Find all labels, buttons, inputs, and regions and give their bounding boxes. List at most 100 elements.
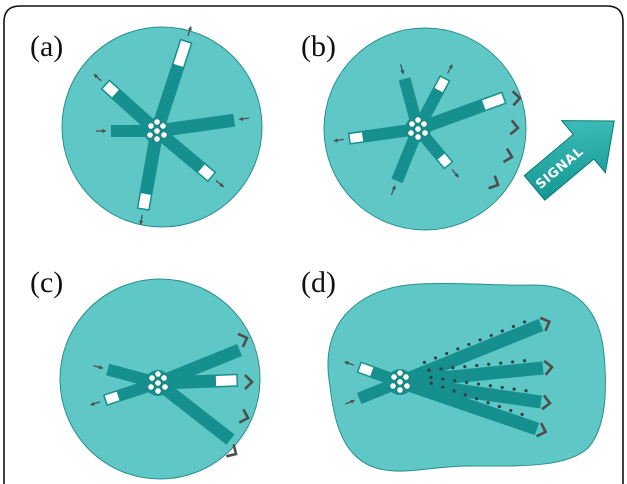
tubule-b-4-cap (349, 132, 364, 143)
tubule-c-1 (106, 363, 152, 387)
cap-protein (500, 329, 504, 333)
cap-protein (475, 363, 479, 368)
figure-border (3, 5, 624, 484)
centrosome-d-dot (396, 386, 404, 394)
tubule-a-6-arrow-head (139, 220, 144, 225)
cap-protein (427, 368, 431, 372)
centrosome-a-dot (153, 135, 161, 143)
tubule-a-5-arrow-head (219, 182, 224, 187)
cap-protein (475, 397, 479, 401)
signal-receptor-d-4 (536, 422, 548, 438)
cap-protein (510, 360, 515, 364)
cap-protein (476, 382, 481, 386)
tubule-d-2-arrow-head (350, 399, 355, 404)
centrosome-d-dot (390, 373, 398, 381)
tubule-a-6-cap (138, 193, 151, 210)
centrosome-d-dot (396, 378, 404, 386)
signal-arrow-body (523, 120, 615, 201)
centrosome-c-dot (154, 370, 162, 378)
cap-protein (451, 366, 455, 370)
tubule-b-2-cap (434, 77, 449, 93)
tubule-c-5 (160, 382, 235, 445)
tubule-b-1-arrow-head (400, 69, 405, 74)
centrosome-a-dot (160, 131, 168, 139)
signal-receptor-b-4 (488, 175, 500, 190)
centrosome-a-dot (153, 127, 161, 135)
cap-protein (497, 404, 502, 409)
signal-receptor-d-2 (543, 359, 554, 376)
centrosome-a-dot (146, 131, 154, 139)
cap-protein (439, 367, 443, 371)
cap-protein (512, 387, 516, 391)
tubule-d-1-arrow-head (344, 361, 349, 366)
panel-label-d: (d) (301, 266, 336, 299)
centrosome-d-dot (396, 369, 404, 377)
tubule-b-2-arrow-head (448, 64, 453, 69)
centrosome-a-dot (159, 122, 167, 130)
cap-protein (522, 320, 527, 324)
cap-protein (487, 362, 491, 366)
centrosome-c-dot (160, 374, 168, 382)
tubule-b-6 (391, 134, 421, 184)
panel-label-a: (a) (30, 30, 64, 63)
cap-protein (509, 408, 513, 413)
tubule-b-4-arrow-head (333, 138, 338, 143)
centrosome-c-dot (148, 374, 156, 382)
centrosome-b-dot (414, 116, 422, 124)
signal-receptor-c-1 (237, 332, 249, 348)
cap-protein (524, 389, 528, 393)
cap-protein (467, 342, 471, 347)
signal-receptor-b-2 (509, 119, 520, 136)
cap-protein (429, 381, 433, 385)
tubule-d-6 (405, 378, 540, 436)
signal-receptor-d-3 (541, 394, 552, 411)
tubule-c-4-arrow-head (90, 401, 95, 406)
tubule-b-6-arrow-head (391, 185, 396, 190)
panel-label-b: (b) (301, 30, 336, 63)
cap-protein (422, 360, 427, 365)
tubule-b-3-cap (482, 93, 505, 110)
centrosome-b-dot (414, 125, 422, 133)
centrosome-c-dot (147, 383, 155, 391)
cap-protein (463, 393, 467, 397)
cap-protein (441, 385, 445, 389)
cap-protein (489, 333, 493, 338)
cap-protein (520, 412, 524, 416)
centrosome-c-dot (154, 379, 162, 387)
cap-protein (465, 380, 469, 384)
panel-label-c: (c) (30, 266, 64, 299)
tubule-a-1-cap (173, 40, 191, 67)
tubule-c-1-arrow-head (98, 365, 103, 370)
tubule-a-3-arrow-head (102, 128, 106, 134)
centrosome-c-dot (161, 383, 169, 391)
tubule-a-2-cap (102, 81, 119, 98)
tubule-c-2 (162, 344, 243, 387)
tubule-b-5-cap (437, 153, 452, 168)
tubule-d-1-cap (358, 363, 374, 376)
cap-protein (429, 375, 433, 379)
signal-receptor-c-2 (244, 374, 254, 390)
signal-receptor-c-3 (238, 408, 250, 424)
cap-protein (445, 351, 449, 356)
cap-protein (441, 377, 445, 381)
cap-protein (478, 338, 482, 342)
cap-protein (522, 359, 527, 363)
tubule-a-4-arrow-head (239, 116, 244, 121)
centrosome-d-dot (389, 382, 397, 390)
signal-receptor-b-3 (502, 147, 514, 164)
cap-protein (488, 384, 492, 388)
cap-protein (463, 365, 467, 369)
cap-protein (456, 347, 460, 351)
centrosome-b-dot (420, 120, 428, 128)
cap-protein (499, 361, 503, 365)
centrosome-b-dot (408, 120, 416, 128)
centrosome-c-dot (154, 387, 162, 395)
signal-receptor-d-1 (539, 316, 552, 332)
tubule-c-4-cap (104, 391, 120, 405)
cap-protein (511, 324, 516, 329)
signal-receptor-b-1 (511, 90, 522, 107)
signal-receptor-c-4 (226, 444, 238, 458)
tubule-c-3-cap (215, 375, 237, 386)
